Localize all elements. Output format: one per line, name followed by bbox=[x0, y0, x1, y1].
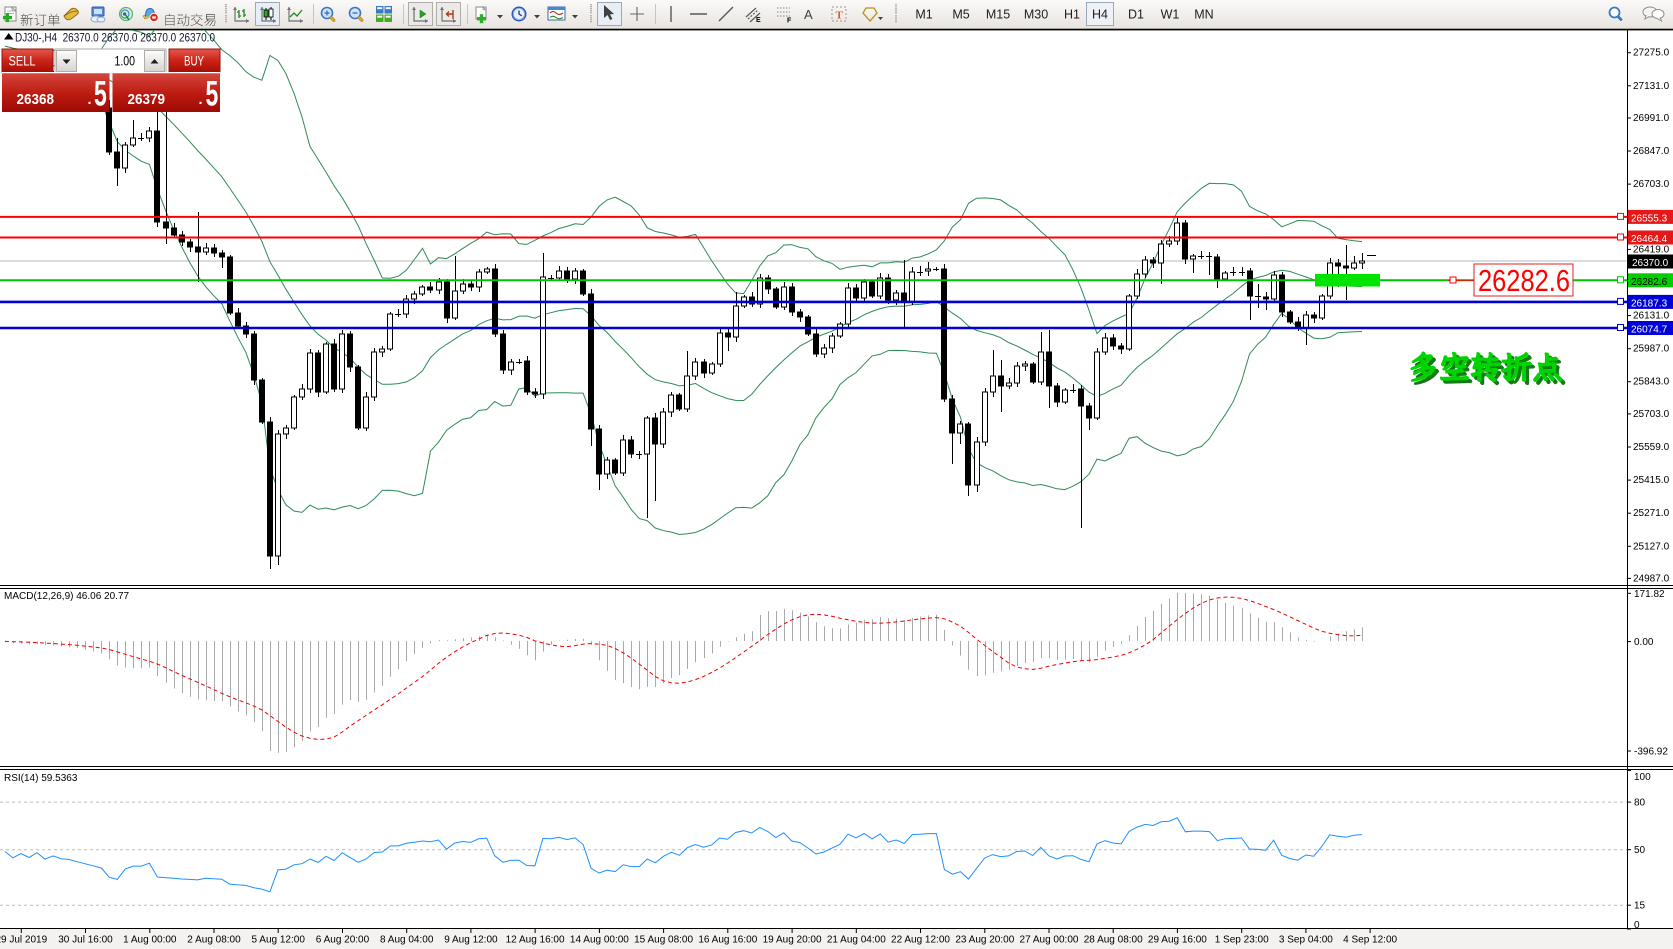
svg-text:SELL: SELL bbox=[9, 54, 36, 69]
svg-text:M30: M30 bbox=[1024, 8, 1048, 22]
svg-text:26131.0: 26131.0 bbox=[1633, 311, 1670, 322]
svg-text:26379: 26379 bbox=[128, 92, 166, 108]
svg-text:26555.3: 26555.3 bbox=[1631, 213, 1668, 224]
svg-text:50: 50 bbox=[1634, 845, 1646, 856]
svg-text:100: 100 bbox=[1634, 772, 1651, 783]
svg-text:25127.0: 25127.0 bbox=[1633, 541, 1670, 552]
svg-text:M15: M15 bbox=[986, 8, 1010, 22]
svg-text:29 Aug 16:00: 29 Aug 16:00 bbox=[1148, 935, 1207, 946]
svg-text:26370.0: 26370.0 bbox=[1632, 258, 1669, 269]
svg-text:MN: MN bbox=[1194, 8, 1213, 22]
svg-text:H1: H1 bbox=[1064, 8, 1080, 22]
svg-text:22 Aug 12:00: 22 Aug 12:00 bbox=[891, 935, 950, 946]
svg-text:RSI(14) 59.5363: RSI(14) 59.5363 bbox=[4, 773, 78, 784]
svg-text:12 Aug 16:00: 12 Aug 16:00 bbox=[506, 935, 565, 946]
svg-text:W1: W1 bbox=[1161, 8, 1180, 22]
svg-text:8 Aug 04:00: 8 Aug 04:00 bbox=[380, 935, 434, 946]
svg-text:14 Aug 00:00: 14 Aug 00:00 bbox=[570, 935, 629, 946]
svg-text:26847.0: 26847.0 bbox=[1633, 146, 1670, 157]
svg-text:1 Aug 00:00: 1 Aug 00:00 bbox=[123, 935, 177, 946]
svg-text:21 Aug 04:00: 21 Aug 04:00 bbox=[827, 935, 886, 946]
svg-text:30 Jul 16:00: 30 Jul 16:00 bbox=[58, 935, 113, 946]
svg-text:5: 5 bbox=[206, 73, 219, 113]
svg-text:27275.0: 27275.0 bbox=[1633, 48, 1670, 59]
svg-text:1.00: 1.00 bbox=[115, 53, 136, 69]
svg-text:MACD(12,26,9) 46.06 20.77: MACD(12,26,9) 46.06 20.77 bbox=[4, 591, 130, 602]
svg-text:0.00: 0.00 bbox=[1634, 637, 1654, 648]
svg-text:T: T bbox=[836, 10, 844, 22]
svg-text:16 Aug 16:00: 16 Aug 16:00 bbox=[698, 935, 757, 946]
svg-text:0: 0 bbox=[1634, 920, 1640, 931]
svg-text:19 Aug 20:00: 19 Aug 20:00 bbox=[763, 935, 822, 946]
svg-text:A: A bbox=[804, 7, 813, 22]
svg-text:9 Aug 12:00: 9 Aug 12:00 bbox=[444, 935, 498, 946]
svg-text:24987.0: 24987.0 bbox=[1633, 573, 1670, 584]
svg-text:25271.0: 25271.0 bbox=[1633, 508, 1670, 519]
svg-text:BUY: BUY bbox=[184, 54, 204, 69]
svg-text:25415.0: 25415.0 bbox=[1633, 475, 1670, 486]
svg-text:28 Aug 08:00: 28 Aug 08:00 bbox=[1084, 935, 1143, 946]
svg-text:25987.0: 25987.0 bbox=[1633, 344, 1670, 355]
svg-text:25843.0: 25843.0 bbox=[1633, 377, 1670, 388]
svg-text:26187.3: 26187.3 bbox=[1631, 298, 1668, 309]
svg-text:15: 15 bbox=[1634, 901, 1646, 912]
svg-text:.: . bbox=[199, 92, 203, 108]
svg-text:3 Sep 04:00: 3 Sep 04:00 bbox=[1279, 935, 1333, 946]
svg-text:26419.0: 26419.0 bbox=[1633, 244, 1670, 255]
svg-text:27 Aug 00:00: 27 Aug 00:00 bbox=[1020, 935, 1079, 946]
svg-text:80: 80 bbox=[1634, 798, 1646, 809]
svg-text:23 Aug 20:00: 23 Aug 20:00 bbox=[955, 935, 1014, 946]
svg-text:M1: M1 bbox=[915, 8, 932, 22]
svg-text:26074.7: 26074.7 bbox=[1631, 325, 1668, 336]
svg-text:26368: 26368 bbox=[17, 92, 55, 108]
svg-text:1 Sep 23:00: 1 Sep 23:00 bbox=[1215, 935, 1269, 946]
svg-text:M5: M5 bbox=[952, 8, 969, 22]
svg-text:.: . bbox=[88, 92, 92, 108]
svg-text:5 Aug 12:00: 5 Aug 12:00 bbox=[252, 935, 306, 946]
svg-text:27131.0: 27131.0 bbox=[1633, 81, 1670, 92]
svg-text:29 Jul 2019: 29 Jul 2019 bbox=[0, 935, 48, 946]
svg-text:26282.6: 26282.6 bbox=[1631, 277, 1668, 288]
svg-text:4 Sep 12:00: 4 Sep 12:00 bbox=[1343, 935, 1397, 946]
svg-text:171.82: 171.82 bbox=[1634, 589, 1665, 600]
svg-text:26282.6: 26282.6 bbox=[1478, 263, 1570, 298]
svg-text:25703.0: 25703.0 bbox=[1633, 409, 1670, 420]
svg-text:26464.4: 26464.4 bbox=[1631, 234, 1668, 245]
svg-text:H4: H4 bbox=[1092, 8, 1108, 22]
svg-text:F: F bbox=[787, 18, 792, 25]
svg-text:25559.0: 25559.0 bbox=[1633, 442, 1670, 453]
svg-text:2 Aug 08:00: 2 Aug 08:00 bbox=[187, 935, 241, 946]
svg-text:DJ30-,H4 26370.0 26370.0 2637: DJ30-,H4 26370.0 26370.0 26370.0 26370.0 bbox=[15, 31, 215, 45]
svg-text:E: E bbox=[756, 17, 761, 24]
svg-text:6 Aug 20:00: 6 Aug 20:00 bbox=[316, 935, 370, 946]
svg-text:D1: D1 bbox=[1128, 8, 1144, 22]
svg-text:26991.0: 26991.0 bbox=[1633, 113, 1670, 124]
svg-text:15 Aug 08:00: 15 Aug 08:00 bbox=[634, 935, 693, 946]
svg-text:26703.0: 26703.0 bbox=[1633, 179, 1670, 190]
svg-text:5: 5 bbox=[94, 73, 107, 113]
svg-text:-396.92: -396.92 bbox=[1634, 747, 1668, 758]
